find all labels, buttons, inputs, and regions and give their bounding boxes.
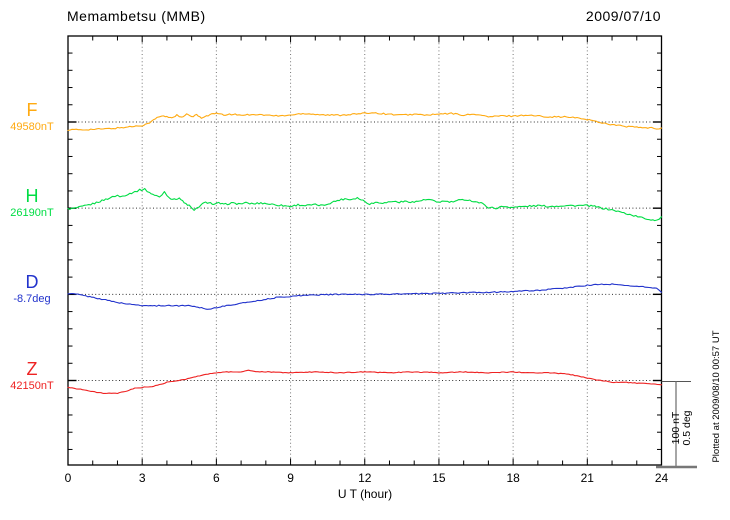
channel-letter-h: H	[25, 186, 39, 207]
x-tick-label-6: 6	[213, 471, 220, 485]
channel-baseline-h: 26190nT	[10, 207, 54, 220]
plotted-at-note: Plotted at 2009/08/10 00:57 UT	[711, 330, 722, 463]
observation-date: 2009/07/10	[585, 8, 661, 24]
x-tick-label-21: 21	[580, 471, 594, 485]
scale-bar-deg: 0.5 deg	[681, 410, 693, 446]
x-tick-label-15: 15	[432, 471, 446, 485]
x-tick-label-18: 18	[506, 471, 520, 485]
channel-baseline-f: 49580nT	[10, 121, 54, 133]
channel-letter-f: F	[26, 100, 38, 120]
channel-label-h: H 26190nT	[0, 186, 64, 219]
channel-label-d: D -8.7deg	[0, 272, 64, 305]
x-tick-label-3: 3	[138, 471, 146, 485]
x-axis-title: U T (hour)	[0, 487, 730, 501]
x-tick-label-0: 0	[64, 471, 72, 485]
channel-label-z: Z 42150nT	[0, 359, 64, 392]
channel-baseline-d: -8.7deg	[13, 293, 51, 306]
x-axis-title-text: U T (hour)	[337, 487, 393, 501]
channel-letter-z: Z	[26, 358, 38, 379]
channel-label-f: F 49580nT	[0, 100, 64, 133]
observatory-title: Memambetsu (MMB)	[67, 8, 206, 24]
scale-bar-label: 100 nT 0.5 deg	[670, 405, 693, 451]
channel-baseline-z: 42150nT	[10, 379, 54, 392]
x-tick-label-12: 12	[358, 471, 372, 485]
x-tick-label-24: 24	[654, 471, 669, 485]
x-tick-label-9: 9	[287, 471, 294, 485]
channel-letter-d: D	[25, 272, 39, 293]
